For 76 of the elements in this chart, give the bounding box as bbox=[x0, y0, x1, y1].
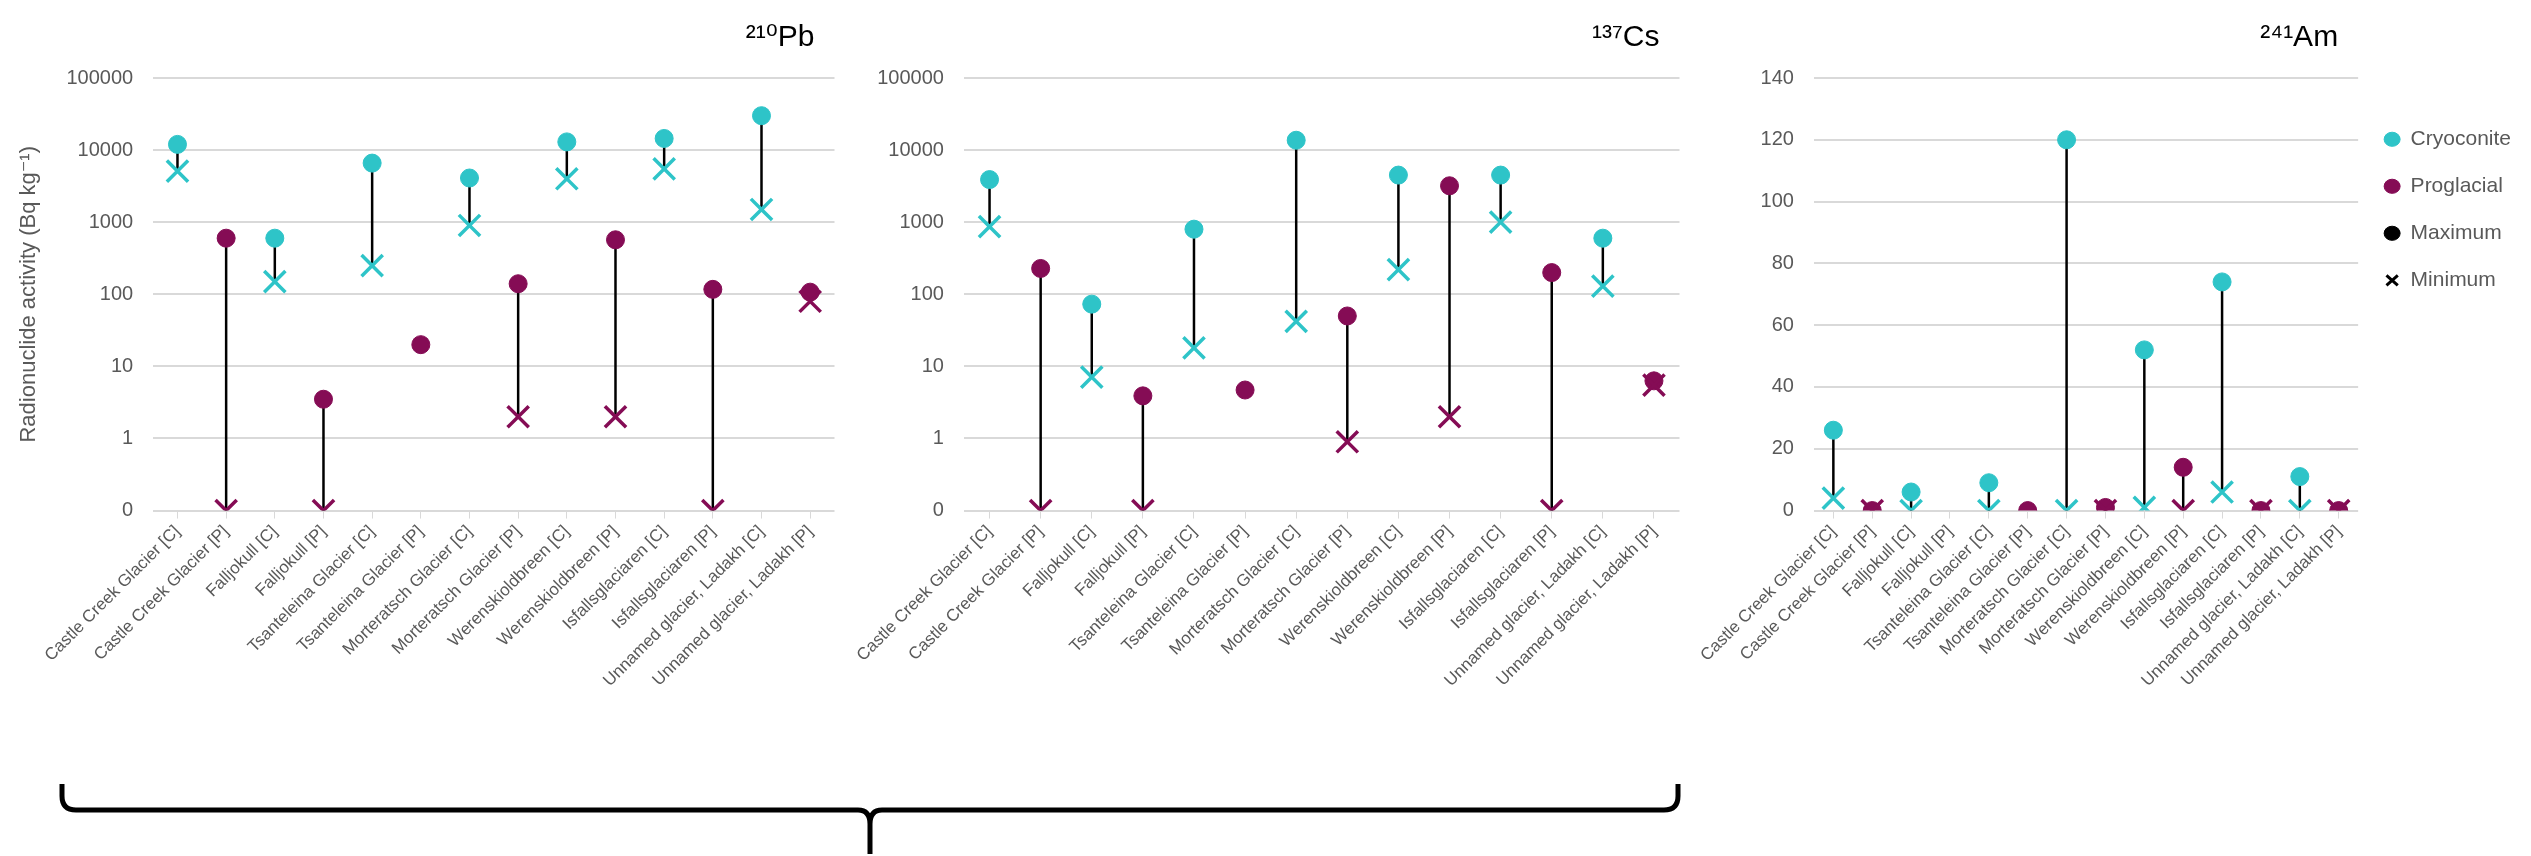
point bbox=[1283, 309, 1309, 334]
y-tick-label: 140 bbox=[1760, 65, 1794, 88]
point bbox=[1235, 380, 1255, 400]
point bbox=[1286, 130, 1306, 150]
point bbox=[313, 389, 333, 409]
y-tick-label: 100 bbox=[99, 281, 134, 304]
point bbox=[797, 288, 823, 314]
y-tick-label: 0 bbox=[122, 498, 134, 521]
point bbox=[1488, 209, 1513, 235]
point bbox=[1184, 219, 1204, 239]
point bbox=[1542, 263, 1562, 283]
point bbox=[1641, 372, 1667, 398]
point bbox=[457, 213, 482, 238]
y-tick-label: 80 bbox=[1771, 250, 1794, 273]
y-tick-label: 60 bbox=[1771, 312, 1794, 335]
y-tick-label: 0 bbox=[1782, 498, 1794, 521]
y-tick-label: 10000 bbox=[77, 137, 134, 160]
point bbox=[1079, 364, 1105, 390]
chart-title: ¹³⁷Cs bbox=[1592, 19, 1660, 53]
y-tick-label: 40 bbox=[1771, 374, 1794, 397]
point bbox=[362, 153, 382, 173]
point bbox=[749, 197, 774, 222]
point bbox=[505, 404, 531, 430]
point bbox=[1337, 306, 1357, 326]
point bbox=[1440, 176, 1460, 196]
point bbox=[1181, 335, 1207, 361]
chart-title: ²¹⁰Pb bbox=[745, 19, 815, 53]
point bbox=[605, 230, 625, 250]
point bbox=[654, 128, 674, 148]
y-tick-label: 0 bbox=[932, 498, 944, 521]
point bbox=[411, 335, 431, 355]
point bbox=[1334, 429, 1360, 455]
y-tick-label: 1 bbox=[932, 425, 944, 448]
legend-label: Cryoconite bbox=[2410, 126, 2512, 150]
chart-title: ²⁴¹Am bbox=[2260, 19, 2339, 53]
y-tick-label: 1000 bbox=[88, 209, 134, 232]
point bbox=[980, 170, 1000, 190]
point bbox=[1388, 165, 1408, 185]
y-tick-label: 10 bbox=[921, 353, 944, 376]
point bbox=[1593, 228, 1613, 248]
point bbox=[216, 228, 236, 248]
y-tick-label: 10000 bbox=[888, 137, 944, 160]
point bbox=[165, 158, 190, 184]
y-axis-title: Radionuclide activity (Bq kg⁻¹) bbox=[15, 146, 41, 443]
point bbox=[167, 134, 187, 154]
point bbox=[1133, 386, 1153, 406]
point bbox=[752, 106, 771, 126]
legend-label: Maximum bbox=[2410, 220, 2502, 244]
point bbox=[508, 274, 528, 294]
point bbox=[1082, 294, 1102, 314]
point bbox=[262, 269, 288, 294]
point bbox=[651, 156, 677, 182]
point bbox=[1437, 404, 1462, 430]
y-tick-label: 100000 bbox=[66, 65, 134, 88]
point bbox=[1491, 165, 1511, 185]
y-tick-label: 1 bbox=[122, 425, 134, 448]
point bbox=[557, 132, 577, 152]
y-tick-label: 20 bbox=[1771, 436, 1794, 459]
legend-label: Proglacial bbox=[2410, 173, 2503, 197]
point bbox=[703, 279, 723, 299]
point bbox=[459, 168, 479, 188]
y-tick-label: 100 bbox=[1760, 189, 1794, 212]
point bbox=[603, 404, 628, 430]
point bbox=[554, 166, 580, 192]
point bbox=[1031, 258, 1051, 278]
y-tick-label: 10 bbox=[110, 353, 134, 376]
y-tick-label: 1000 bbox=[899, 209, 944, 232]
y-tick-label: 100000 bbox=[877, 65, 944, 88]
y-tick-label: 100 bbox=[910, 281, 944, 304]
point bbox=[265, 228, 285, 248]
point bbox=[1590, 273, 1616, 299]
point bbox=[1386, 257, 1411, 282]
point bbox=[977, 214, 1002, 239]
legend-label: Minimum bbox=[2410, 267, 2496, 291]
point bbox=[359, 253, 385, 278]
y-tick-label: 120 bbox=[1760, 127, 1794, 150]
